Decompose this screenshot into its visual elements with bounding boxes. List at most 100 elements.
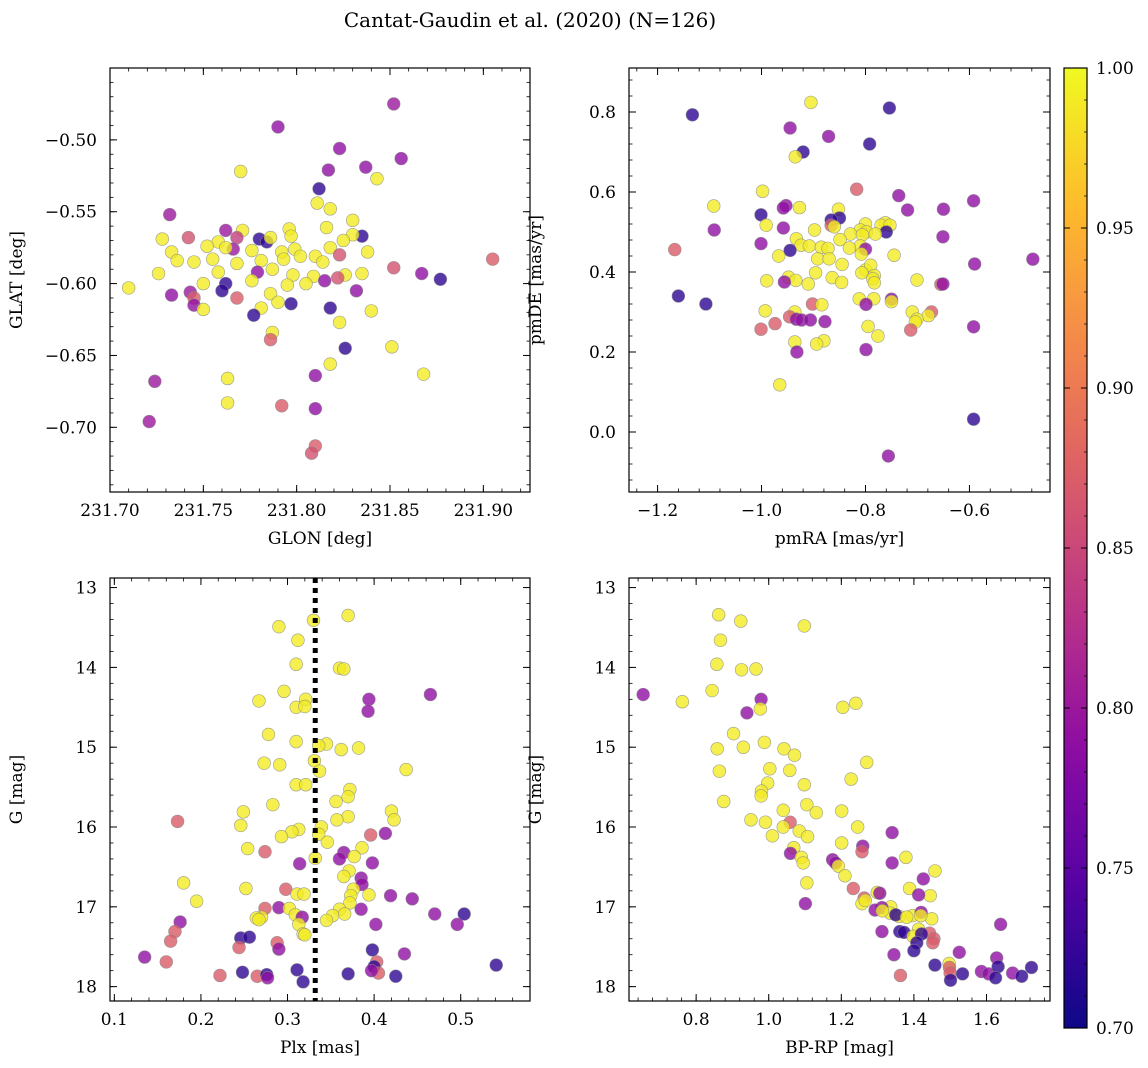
data-point xyxy=(776,201,791,215)
data-point xyxy=(710,657,724,671)
data-point xyxy=(734,663,749,677)
data-point xyxy=(263,286,278,301)
data-point xyxy=(263,332,278,347)
data-point xyxy=(952,945,966,960)
data-point xyxy=(838,868,852,883)
data-point xyxy=(323,301,337,315)
data-point xyxy=(755,184,770,198)
x-tick-label: 231.70 xyxy=(80,501,139,521)
data-point xyxy=(867,276,882,290)
data-point xyxy=(835,257,849,272)
x-tick-label: 1.4 xyxy=(900,1010,927,1030)
colorbar-tick-label: 0.90 xyxy=(1096,379,1134,399)
data-point xyxy=(850,820,865,834)
y-tick-label: 0.6 xyxy=(589,183,616,203)
y-tick-label: 0.0 xyxy=(589,423,616,443)
data-point xyxy=(387,813,401,827)
data-point xyxy=(416,367,431,381)
data-point xyxy=(293,249,308,263)
data-point xyxy=(365,856,380,870)
y-tick-label: −0.60 xyxy=(45,275,97,295)
data-point xyxy=(792,200,807,215)
data-point xyxy=(299,778,313,792)
data-point xyxy=(389,969,403,983)
data-point xyxy=(749,662,763,676)
data-point xyxy=(788,150,803,164)
data-point xyxy=(887,248,901,262)
data-point xyxy=(363,828,378,842)
colorbar-tick-label: 0.70 xyxy=(1096,1019,1134,1039)
x-tick-label: 231.75 xyxy=(174,501,233,521)
data-point xyxy=(397,947,412,961)
data-point xyxy=(916,872,931,886)
x-tick-label: −0.6 xyxy=(949,501,990,521)
data-point xyxy=(744,813,758,827)
data-point xyxy=(341,809,355,824)
data-point xyxy=(308,368,323,383)
x-axis-label: BP-RP [mag] xyxy=(785,1038,894,1058)
panel-bprp-g: 0.8 1.0 1.2 1.4 1.6 13 14 15 16 17 18 BP-RP [mag] G … xyxy=(526,577,1051,1058)
data-point xyxy=(220,371,235,386)
data-point xyxy=(170,253,184,268)
y-tick-label: 0.8 xyxy=(589,103,616,123)
data-point xyxy=(275,399,289,413)
data-point xyxy=(196,276,211,291)
data-point xyxy=(873,886,887,900)
data-point xyxy=(220,396,235,410)
data-point xyxy=(821,129,836,144)
data-point xyxy=(801,277,816,291)
data-point xyxy=(378,826,393,841)
figure-title: Cantat-Gaudin et al. (2020) (N=126) xyxy=(344,8,716,32)
data-point xyxy=(450,917,464,932)
data-point xyxy=(343,896,357,910)
data-point xyxy=(230,230,244,245)
x-tick-label: 1.6 xyxy=(973,1010,1000,1030)
data-point xyxy=(365,943,380,957)
data-point xyxy=(849,182,864,196)
data-point xyxy=(236,805,251,819)
data-point xyxy=(260,971,275,985)
data-point xyxy=(428,907,442,921)
data-point xyxy=(369,917,383,932)
data-point xyxy=(336,233,351,248)
data-point xyxy=(789,273,803,288)
data-point xyxy=(176,876,191,890)
data-point xyxy=(312,182,326,196)
data-point xyxy=(261,727,276,742)
data-point xyxy=(928,864,942,878)
data-point xyxy=(297,887,311,901)
data-point xyxy=(859,297,873,312)
data-point xyxy=(783,243,797,258)
data-point xyxy=(364,963,379,978)
data-point xyxy=(871,329,885,343)
data-point xyxy=(892,188,906,203)
data-point xyxy=(923,888,937,903)
data-point xyxy=(310,196,324,210)
data-point xyxy=(329,794,343,809)
data-point xyxy=(887,948,901,962)
data-point xyxy=(862,137,877,151)
x-tick-label: 0.3 xyxy=(274,1010,301,1030)
data-point xyxy=(341,789,355,804)
data-point xyxy=(296,975,310,989)
data-point xyxy=(383,888,398,903)
data-point xyxy=(252,694,266,708)
data-point xyxy=(754,322,768,336)
data-point xyxy=(347,849,361,864)
data-point xyxy=(415,266,429,281)
data-point xyxy=(319,913,334,928)
x-tick-label: 231.80 xyxy=(267,501,326,521)
panel-pmra-pmde: −1.2 −1.0 −0.8 −0.6 0.0 0.2 0.4 0.6 0.8 pmRA [mas… xyxy=(526,67,1051,549)
x-tick-label: 0.5 xyxy=(447,1010,474,1030)
data-point xyxy=(387,97,401,111)
data-point xyxy=(232,940,246,955)
data-point xyxy=(219,223,233,238)
data-point xyxy=(899,910,914,924)
y-tick-label: 13 xyxy=(594,579,616,599)
data-point xyxy=(457,907,471,921)
data-point xyxy=(879,225,893,239)
data-point xyxy=(272,619,286,634)
data-point xyxy=(754,236,768,251)
data-point xyxy=(827,220,841,234)
data-point xyxy=(859,342,873,357)
